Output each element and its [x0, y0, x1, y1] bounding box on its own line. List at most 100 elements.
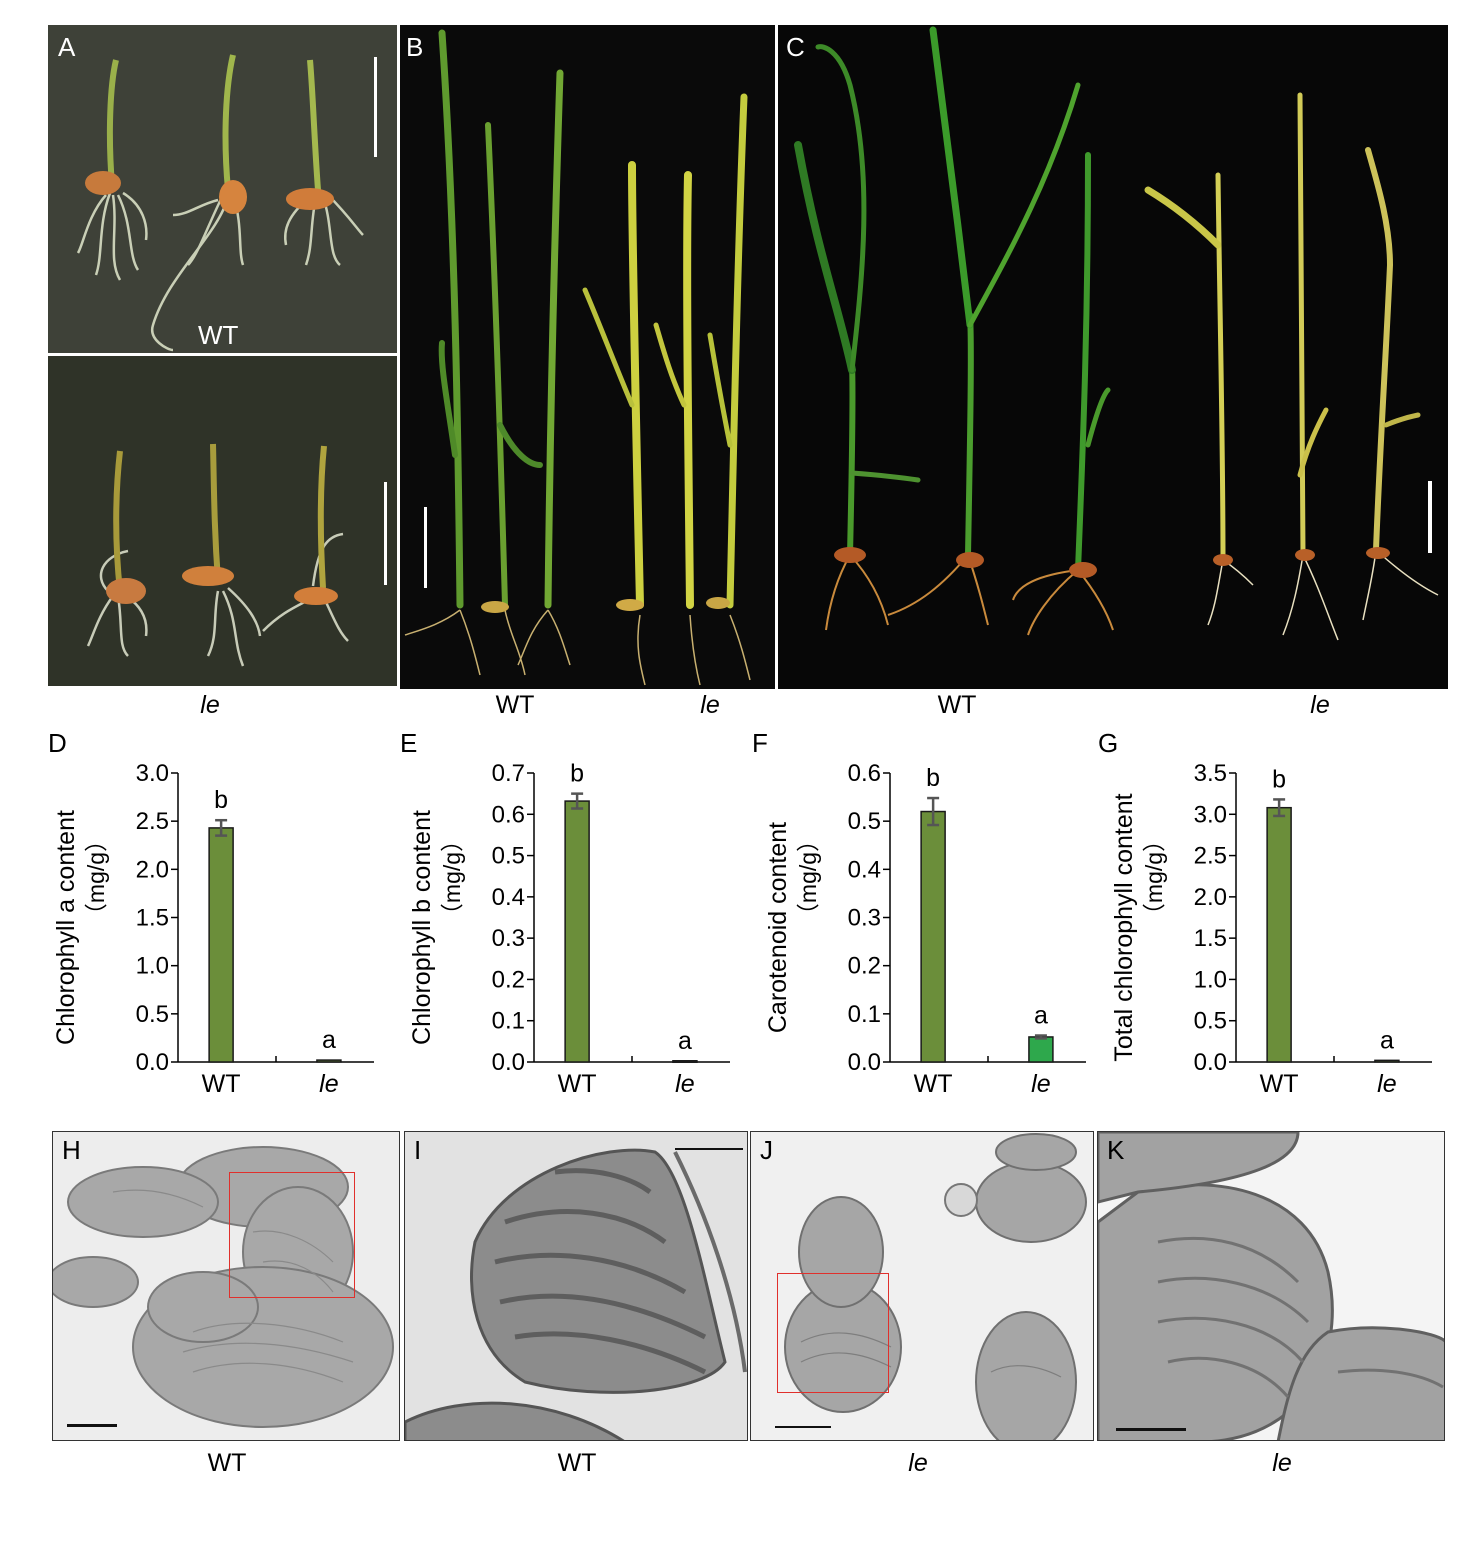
- x-category-label: WT: [202, 1070, 241, 1098]
- y-tick-label: 1.0: [136, 953, 169, 980]
- bar-WT: [1266, 806, 1292, 1063]
- significance-letter: b: [214, 786, 228, 814]
- panel-label-h: H: [62, 1135, 81, 1165]
- chart-d-svg: 0.0 0.5 1.0 1.5 2.0 2.5 3.0 b WT a le Chlorophyll a…: [52, 760, 374, 1098]
- bar-le: [672, 1060, 698, 1064]
- tem-drawing-j: [784, 1133, 1087, 1440]
- x-category-label: WT: [558, 1070, 597, 1098]
- tem-drawing-k: [1098, 1132, 1444, 1440]
- tem-panel-k: [1097, 1131, 1445, 1441]
- y-axis-unit: （mg/g）: [1141, 829, 1167, 926]
- caption-c-wt: WT: [937, 691, 977, 719]
- y-tick-label: 1.0: [1194, 966, 1227, 993]
- plants-drawing-b: [404, 29, 751, 686]
- y-tick-label: 0.2: [492, 966, 525, 993]
- y-tick-label: 2.0: [136, 856, 169, 883]
- chart-f-svg: 0.0 0.1 0.2 0.3 0.4 0.5 0.6 b WT a le Carotenoid co…: [764, 760, 1086, 1098]
- panel-label-j: J: [760, 1135, 773, 1165]
- y-tick-label: 3.0: [136, 760, 169, 787]
- significance-letter: a: [678, 1027, 692, 1055]
- plants-drawing-c: [794, 26, 1439, 641]
- y-tick-label: 0.3: [492, 925, 525, 952]
- caption-k: le: [1272, 1449, 1292, 1477]
- caption-c-le: le: [1310, 691, 1330, 719]
- caption-j: le: [908, 1449, 928, 1477]
- scale-bar-h: [67, 1424, 117, 1427]
- chart-panel-g: 0.0 0.5 1.0 1.5 2.0 2.5 3.0 3.5 b WT a le Total chlo…: [1098, 725, 1453, 1115]
- x-category-label: WT: [1260, 1070, 1299, 1098]
- y-axis-unit: （mg/g）: [795, 829, 821, 926]
- bar-WT: [564, 800, 590, 1063]
- caption-i: WT: [557, 1449, 597, 1477]
- chart-panel-f: 0.0 0.1 0.2 0.3 0.4 0.5 0.6 b WT a le Carotenoid co…: [752, 725, 1102, 1115]
- photo-panel-a-wt: WT: [48, 25, 397, 353]
- y-axis-title: Carotenoid content: [764, 822, 792, 1033]
- significance-letter: b: [570, 760, 584, 788]
- chart-panel-e: 0.0 0.1 0.2 0.3 0.4 0.5 0.6 0.7 b WT a le Chlorophyl…: [396, 725, 746, 1115]
- scale-bar-j: [775, 1426, 831, 1428]
- caption-a-le: le: [200, 691, 220, 719]
- y-tick-label: 0.1: [492, 1008, 525, 1035]
- y-tick-label: 0.0: [1194, 1049, 1227, 1076]
- x-category-label: le: [1031, 1070, 1050, 1098]
- x-category-label: le: [1377, 1070, 1396, 1098]
- y-tick-label: 0.5: [492, 843, 525, 870]
- significance-letter: a: [1034, 1002, 1048, 1030]
- caption-b-le: le: [700, 691, 720, 719]
- y-tick-label: 0.0: [136, 1049, 169, 1076]
- tem-panel-i: [404, 1131, 748, 1441]
- y-tick-label: 0.6: [492, 801, 525, 828]
- panel-label-i: I: [414, 1135, 422, 1165]
- y-axis-title: Total chlorophyll content: [1110, 793, 1138, 1061]
- panel-label-b: B: [406, 32, 424, 62]
- chart-g-svg: 0.0 0.5 1.0 1.5 2.0 2.5 3.0 3.5 b WT a le Total chlo…: [1110, 760, 1432, 1098]
- caption-b-wt: WT: [495, 691, 535, 719]
- y-tick-label: 2.5: [1194, 843, 1227, 870]
- panel-label-e: E: [400, 728, 418, 758]
- significance-letter: b: [1272, 765, 1286, 793]
- significance-letter: a: [1380, 1026, 1394, 1054]
- scale-bar-a-top: [374, 57, 377, 157]
- x-category-label: le: [319, 1070, 338, 1098]
- scale-bar-b: [424, 507, 427, 588]
- scale-bar-c: [1428, 481, 1432, 553]
- chart-panel-d: 0.0 0.5 1.0 1.5 2.0 2.5 3.0 b WT a le Chlorophyll a…: [40, 725, 390, 1115]
- caption-h: WT: [207, 1449, 247, 1477]
- tem-drawing-h: [53, 1146, 394, 1428]
- y-tick-label: 2.0: [1194, 884, 1227, 911]
- tem-drawing-i: [405, 1148, 747, 1440]
- y-tick-label: 1.5: [1194, 925, 1227, 952]
- y-axis-title: Chlorophyll a content: [52, 810, 80, 1045]
- panel-label-c: C: [786, 32, 805, 62]
- seedling-drawing-a-wt: [76, 54, 364, 352]
- tem-panel-h: [52, 1131, 400, 1441]
- scale-bar-i: [675, 1148, 743, 1150]
- y-tick-label: 0.6: [848, 760, 881, 787]
- x-category-label: WT: [914, 1070, 953, 1098]
- y-tick-label: 3.5: [1194, 760, 1227, 787]
- y-tick-label: 2.5: [136, 808, 169, 835]
- zoom-region-box-j: [777, 1273, 889, 1393]
- tem-panel-j: [750, 1131, 1094, 1441]
- scale-bar-k: [1116, 1428, 1186, 1431]
- y-tick-label: 0.3: [848, 905, 881, 932]
- chart-e-svg: 0.0 0.1 0.2 0.3 0.4 0.5 0.6 0.7 b WT a le Chlorophyl…: [408, 760, 730, 1098]
- scale-bar-a-bottom: [384, 482, 387, 585]
- y-axis-unit: （mg/g）: [83, 829, 109, 926]
- panel-label-k: K: [1107, 1135, 1125, 1165]
- y-tick-label: 0.0: [492, 1049, 525, 1076]
- y-tick-label: 0.4: [492, 884, 525, 911]
- y-tick-label: 0.5: [136, 1001, 169, 1028]
- y-tick-label: 0.5: [1194, 1008, 1227, 1035]
- significance-letter: a: [322, 1026, 336, 1054]
- y-tick-label: 0.7: [492, 760, 525, 787]
- y-tick-label: 0.2: [848, 953, 881, 980]
- y-tick-label: 3.0: [1194, 801, 1227, 828]
- photo-panel-b: [400, 25, 775, 689]
- panel-label-g: G: [1098, 728, 1119, 758]
- significance-letter: b: [926, 764, 940, 792]
- caption-a-wt: WT: [198, 320, 239, 350]
- panel-label-d: D: [48, 728, 67, 758]
- y-axis-title: Chlorophyll b content: [408, 810, 436, 1045]
- zoom-region-box-h: [229, 1172, 355, 1298]
